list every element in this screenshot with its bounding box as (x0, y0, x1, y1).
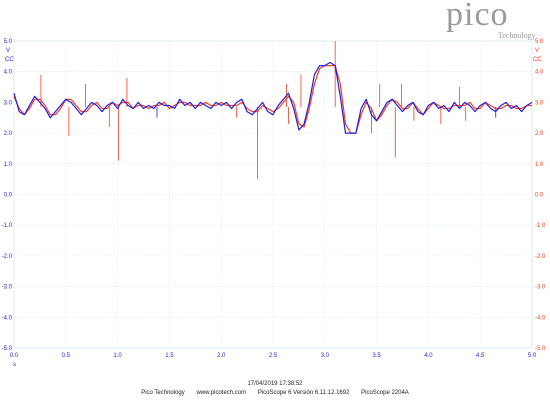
x-tick-label: 0.5 (62, 353, 71, 359)
footer-timestamp: 17/04/2019 17:38:52 (247, 381, 303, 387)
right-axis-unit-v: V (535, 48, 539, 54)
x-tick-label: 1.0 (113, 353, 122, 359)
footer-website: www.picotech.com (196, 390, 247, 396)
y-tick-label-left: -1.0 (2, 223, 13, 229)
tick-labels: 0.0 0.5 1.0 1.5 2.0 2.5 3.0 3.5 4.0 4.5 5.0 5.0 5.0 4… (2, 39, 546, 359)
y-tick-label-right: 1.0 (535, 162, 544, 168)
y-tick-label-right: 0.0 (535, 193, 544, 199)
y-tick-label-right: -4.0 (535, 315, 546, 321)
y-tick-label-right: -5.0 (535, 346, 546, 352)
logo-subtitle: Technology (498, 31, 536, 40)
y-tick-label-left: 2.0 (4, 131, 13, 137)
x-tick-label: 3.5 (372, 353, 381, 359)
y-tick-label-left: -5.0 (2, 346, 13, 352)
footer-software: PicoScope 6 Versión 6.11.12.1692 (257, 390, 350, 396)
x-tick-label: 1.5 (165, 353, 174, 359)
y-tick-label-right: -2.0 (535, 254, 546, 260)
x-tick-label: 5.0 (528, 353, 537, 359)
y-tick-label-left: 3.0 (4, 100, 13, 106)
y-tick-label-left: 0.0 (4, 193, 13, 199)
series-line-blue (13, 61, 533, 134)
plot-frame (13, 40, 533, 349)
y-tick-label-right: -1.0 (535, 223, 546, 229)
y-tick-label-left: 5.0 (4, 39, 13, 45)
x-tick-label: 4.0 (424, 353, 433, 359)
y-tick-label-left: 1.0 (4, 162, 13, 168)
x-axis-label: s (13, 362, 16, 368)
x-tick-label: 3.0 (321, 353, 330, 359)
series-layer (13, 41, 533, 180)
y-tick-label-right: -3.0 (535, 285, 546, 291)
x-tick-label: 2.0 (217, 353, 226, 359)
footer-company: Pico Technology (141, 390, 185, 396)
left-axis-units: V CC (5, 48, 14, 63)
footer-timestamp-row: 17/04/2019 17:38:52 (0, 381, 550, 387)
x-tick-label: 0.0 (10, 353, 19, 359)
y-tick-label-right: 4.0 (535, 70, 544, 76)
left-axis-unit-cc: CC (5, 57, 14, 63)
footer-info-row: Pico Technology www.picotech.com PicoSco… (0, 390, 550, 396)
x-tick-label: 4.5 (476, 353, 485, 359)
y-tick-label-right: 3.0 (535, 100, 544, 106)
right-axis-units: V CC (533, 48, 542, 63)
y-tick-label-right: 5.0 (535, 39, 544, 45)
footer-device: PicoScope 2204A (361, 390, 409, 396)
y-tick-label-left: 4.0 (4, 70, 13, 76)
y-tick-label-right: 2.0 (535, 131, 544, 137)
y-tick-label-left: -2.0 (2, 254, 13, 260)
y-tick-label-left: -4.0 (2, 315, 13, 321)
series-line-red (13, 64, 532, 134)
grid (13, 40, 533, 349)
logo-wordmark: pico (446, 0, 509, 33)
right-axis-unit-cc: CC (533, 57, 542, 63)
left-axis-unit-v: V (6, 48, 10, 54)
y-tick-label-left: -3.0 (2, 285, 13, 291)
pico-logo: pico Technology (446, 0, 546, 42)
x-tick-label: 2.5 (269, 353, 278, 359)
